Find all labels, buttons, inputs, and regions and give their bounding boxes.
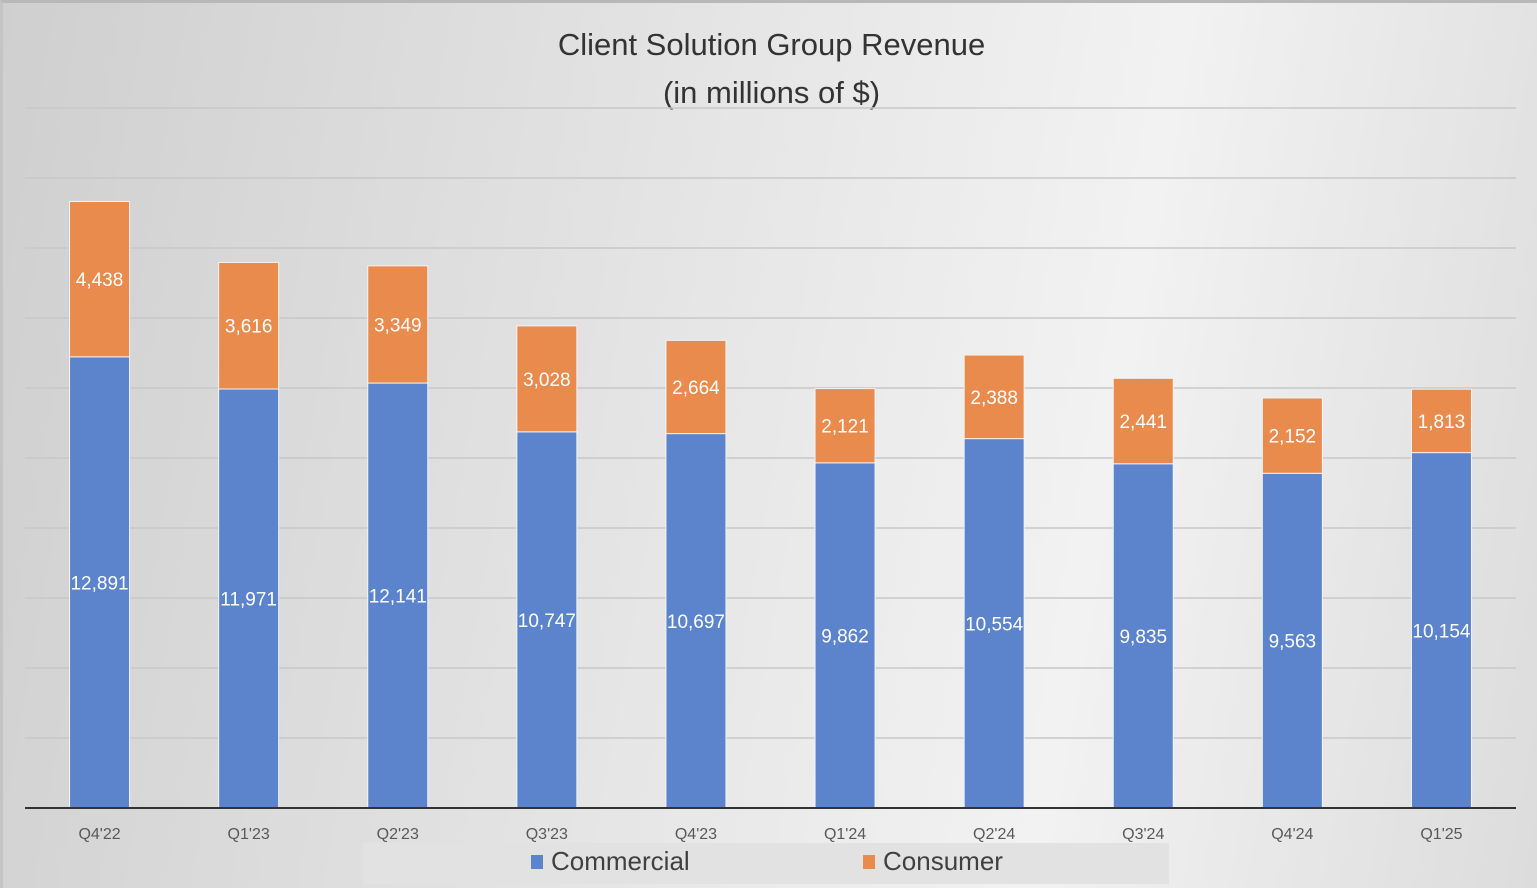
chart-title: Client Solution Group Revenue	[557, 27, 986, 62]
bar-commercial-Q2'24[interactable]	[963, 438, 1025, 809]
data-label-consumer: 3,349	[374, 315, 422, 336]
x-tick-label: Q1'24	[824, 826, 866, 843]
bar-commercial-Q3'23[interactable]	[516, 431, 578, 809]
legend-swatch-commercial	[531, 854, 543, 869]
data-label-commercial: 10,554	[965, 614, 1024, 635]
legend-label-commercial: Commercial	[551, 846, 690, 876]
bar-consumer-Q1'23[interactable]	[218, 261, 280, 390]
data-label-commercial: 12,141	[369, 587, 427, 608]
legend-item-commercial[interactable]: Commercial	[531, 846, 690, 877]
data-label-commercial: 10,747	[518, 611, 576, 632]
x-tick-label: Q4'23	[675, 826, 717, 843]
legend-item-consumer[interactable]: Consumer	[863, 846, 1003, 877]
data-label-commercial: 11,971	[220, 590, 277, 611]
bar-commercial-Q1'25[interactable]	[1410, 452, 1472, 809]
data-label-consumer: 3,028	[523, 370, 571, 391]
bar-consumer-Q3'24[interactable]	[1112, 377, 1174, 465]
bar-consumer-Q4'24[interactable]	[1261, 397, 1323, 474]
x-tick-label: Q4'22	[78, 826, 120, 843]
bar-consumer-Q4'22[interactable]	[69, 200, 131, 358]
plot-area: 12,891 4,438 Q4'22 11,971 3,616 Q1'23 12,141 3,…	[25, 107, 1516, 843]
bar-commercial-Q3'24[interactable]	[1112, 463, 1174, 809]
data-label-consumer: 2,664	[672, 378, 720, 399]
data-label-commercial: 10,697	[667, 612, 725, 633]
bar-commercial-Q4'22[interactable]	[69, 356, 131, 809]
bar-commercial-Q4'23[interactable]	[665, 433, 727, 809]
bar-consumer-Q4'23[interactable]	[665, 339, 727, 435]
data-label-consumer: 4,438	[76, 270, 124, 291]
data-label-consumer: 3,616	[225, 317, 273, 338]
x-tick-label: Q2'23	[377, 826, 419, 843]
x-tick-label: Q4'24	[1271, 826, 1313, 843]
legend: Commercial Consumer	[363, 843, 1169, 884]
x-tick-label: Q1'25	[1420, 826, 1462, 843]
bar-commercial-Q2'23[interactable]	[367, 382, 429, 809]
data-label-commercial: 9,835	[1119, 627, 1167, 648]
legend-label-consumer: Consumer	[883, 846, 1003, 876]
legend-swatch-consumer	[863, 854, 875, 869]
data-label-commercial: 12,891	[70, 573, 128, 594]
x-tick-label: Q3'24	[1122, 826, 1164, 843]
bar-commercial-Q4'24[interactable]	[1261, 472, 1323, 809]
data-label-consumer: 2,441	[1119, 412, 1167, 433]
bar-consumer-Q1'24[interactable]	[814, 388, 876, 464]
bar-consumer-Q2'24[interactable]	[963, 354, 1025, 440]
data-label-commercial: 10,154	[1412, 621, 1471, 642]
data-label-consumer: 2,388	[970, 388, 1018, 409]
x-tick-label: Q3'23	[526, 826, 568, 843]
x-tick-label: Q2'24	[973, 826, 1015, 843]
chart-subtitle: (in millions of $)	[662, 75, 881, 110]
bar-consumer-Q1'25[interactable]	[1410, 388, 1472, 454]
bar-commercial-Q1'24[interactable]	[814, 462, 876, 809]
data-label-consumer: 2,152	[1269, 427, 1317, 448]
x-tick-label: Q1'23	[228, 826, 270, 843]
data-label-commercial: 9,563	[1269, 632, 1317, 653]
bar-consumer-Q2'23[interactable]	[367, 265, 429, 384]
bar-consumer-Q3'23[interactable]	[516, 325, 578, 433]
data-label-consumer: 1,813	[1418, 412, 1466, 433]
data-label-commercial: 9,862	[821, 626, 869, 647]
data-label-consumer: 2,121	[821, 417, 869, 438]
